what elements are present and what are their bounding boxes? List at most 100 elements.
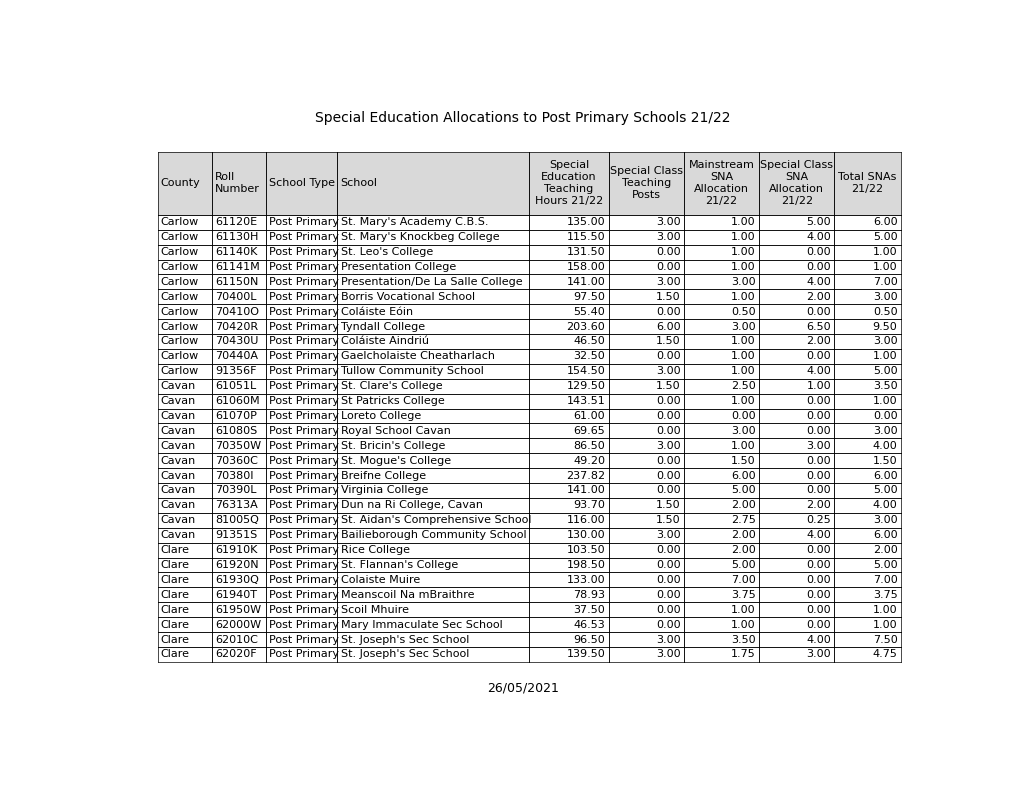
Text: 4.00: 4.00 [806, 277, 830, 287]
Text: Clare: Clare [161, 604, 190, 615]
Bar [157, 229, 212, 244]
Bar [337, 572, 529, 587]
Bar [834, 558, 900, 572]
Text: Presentation/De La Salle College: Presentation/De La Salle College [340, 277, 522, 287]
Bar [212, 152, 266, 215]
Bar [608, 304, 683, 319]
Text: Carlow: Carlow [161, 366, 199, 377]
Text: St. Joseph's Sec School: St. Joseph's Sec School [340, 649, 469, 660]
Bar [337, 289, 529, 304]
Bar [758, 572, 834, 587]
Bar [683, 229, 758, 244]
Text: 0.00: 0.00 [655, 560, 680, 570]
Text: 1.50: 1.50 [655, 515, 680, 526]
Text: Carlow: Carlow [161, 232, 199, 242]
Bar [608, 379, 683, 394]
Bar [758, 152, 834, 215]
Bar [683, 498, 758, 513]
Bar [337, 513, 529, 528]
Text: St. Mary's Knockbeg College: St. Mary's Knockbeg College [340, 232, 498, 242]
Bar [683, 528, 758, 543]
Text: 5.00: 5.00 [731, 485, 755, 496]
Text: 0.00: 0.00 [806, 455, 830, 466]
Text: Presentation College: Presentation College [340, 262, 455, 272]
Bar [266, 394, 337, 408]
Text: County: County [161, 179, 201, 188]
Text: Post Primary: Post Primary [269, 530, 338, 541]
Text: 6.50: 6.50 [806, 322, 830, 332]
Bar [834, 647, 900, 662]
Bar [834, 632, 900, 647]
Bar [529, 215, 608, 229]
Text: Post Primary: Post Primary [269, 455, 338, 466]
Bar [608, 259, 683, 274]
Bar [608, 423, 683, 438]
Text: 5.00: 5.00 [872, 366, 897, 377]
Bar [608, 483, 683, 498]
Text: 4.00: 4.00 [806, 634, 830, 645]
Text: 0.00: 0.00 [655, 470, 680, 481]
Bar [608, 558, 683, 572]
Text: 0.00: 0.00 [806, 545, 830, 555]
Text: Post Primary: Post Primary [269, 381, 338, 391]
Text: 1.00: 1.00 [872, 247, 897, 257]
Bar [337, 215, 529, 229]
Bar [157, 587, 212, 602]
Text: 1.50: 1.50 [655, 336, 680, 347]
Bar [608, 319, 683, 334]
Bar [266, 274, 337, 289]
Text: Cavan: Cavan [161, 411, 196, 421]
Text: 1.00: 1.00 [872, 604, 897, 615]
Bar [758, 289, 834, 304]
Text: Post Primary: Post Primary [269, 292, 338, 302]
Bar [266, 528, 337, 543]
Text: Coláiste Eóin: Coláiste Eóin [340, 307, 413, 317]
Text: 5.00: 5.00 [731, 560, 755, 570]
Text: Carlow: Carlow [161, 351, 199, 362]
Text: 0.00: 0.00 [655, 396, 680, 406]
Bar [758, 438, 834, 453]
Bar [758, 423, 834, 438]
Bar [337, 408, 529, 423]
Text: 0.00: 0.00 [806, 589, 830, 600]
Text: 61140K: 61140K [215, 247, 257, 257]
Bar [266, 379, 337, 394]
Bar [834, 394, 900, 408]
Bar [337, 543, 529, 558]
Text: 3.00: 3.00 [655, 366, 680, 377]
Bar [212, 558, 266, 572]
Bar [337, 334, 529, 349]
Bar [212, 379, 266, 394]
Bar [157, 528, 212, 543]
Bar [529, 453, 608, 468]
Text: 135.00: 135.00 [567, 217, 604, 227]
Text: Post Primary: Post Primary [269, 589, 338, 600]
Text: 1.75: 1.75 [731, 649, 755, 660]
Text: Post Primary: Post Primary [269, 217, 338, 227]
Text: 0.00: 0.00 [806, 262, 830, 272]
Bar [834, 408, 900, 423]
Text: 86.50: 86.50 [573, 440, 604, 451]
Text: 5.00: 5.00 [872, 232, 897, 242]
Bar [834, 587, 900, 602]
Bar [212, 304, 266, 319]
Bar [608, 349, 683, 364]
Bar [834, 423, 900, 438]
Text: Post Primary: Post Primary [269, 604, 338, 615]
Bar [834, 513, 900, 528]
Text: 129.50: 129.50 [566, 381, 604, 391]
Text: 5.00: 5.00 [872, 485, 897, 496]
Text: Gaelcholaiste Cheatharlach: Gaelcholaiste Cheatharlach [340, 351, 494, 362]
Bar [266, 617, 337, 632]
Text: 203.60: 203.60 [566, 322, 604, 332]
Bar [266, 289, 337, 304]
Bar [157, 152, 212, 215]
Bar [608, 394, 683, 408]
Text: 0.00: 0.00 [655, 411, 680, 421]
Bar [212, 587, 266, 602]
Text: 4.00: 4.00 [872, 500, 897, 511]
Text: Post Primary: Post Primary [269, 411, 338, 421]
Bar [266, 602, 337, 617]
Text: 4.00: 4.00 [806, 232, 830, 242]
Bar [529, 423, 608, 438]
